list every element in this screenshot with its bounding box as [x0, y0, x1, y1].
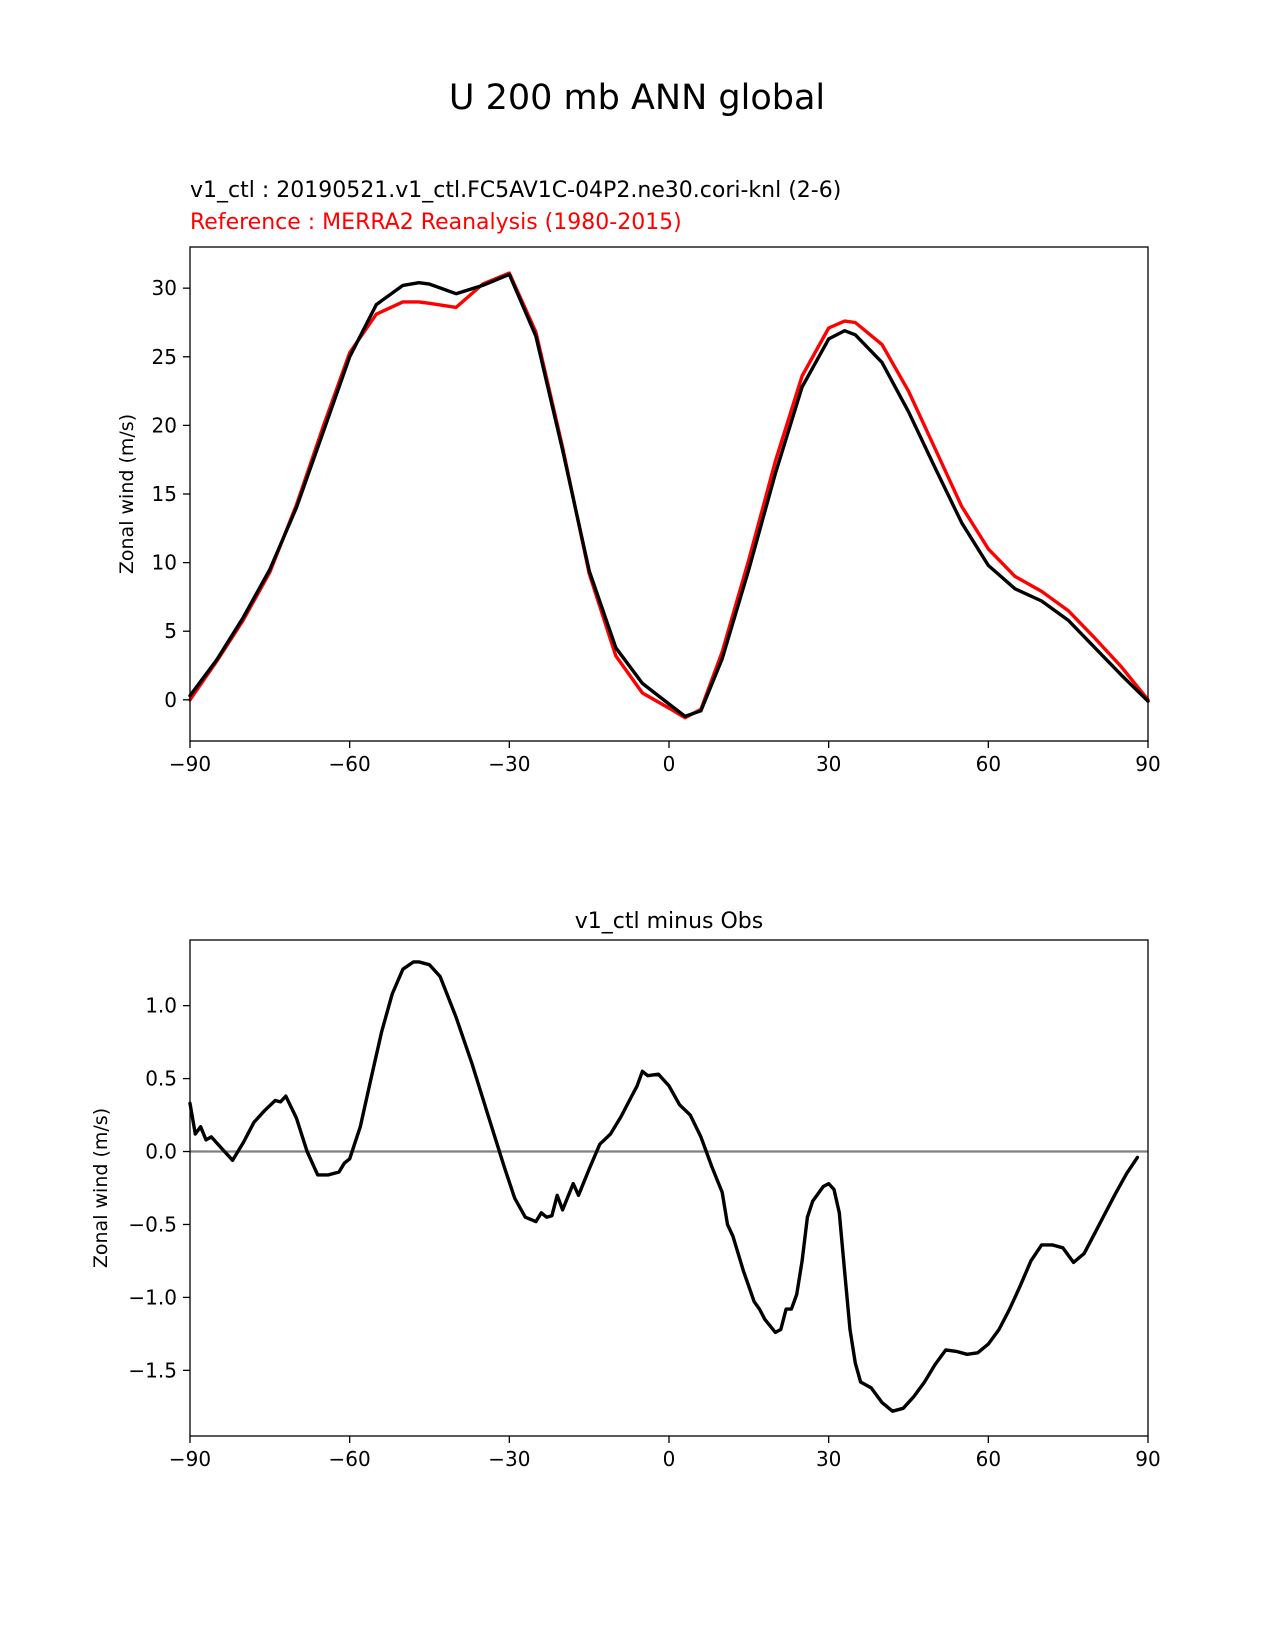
- top-title-reference: Reference : MERRA2 Reanalysis (1980-2015…: [190, 210, 682, 235]
- y-tick-label: 30: [152, 276, 177, 300]
- bottom-title: v1_ctl minus Obs: [575, 909, 763, 934]
- y-tick-label: 25: [152, 345, 177, 369]
- top-y-label: Zonal wind (m/s): [116, 414, 138, 574]
- bottom-x-axis: −90 −60 −30 0 30 60 90: [169, 1436, 1161, 1471]
- y-tick-label: 0.0: [145, 1140, 177, 1164]
- x-tick-label: 60: [976, 752, 1001, 776]
- y-tick-label: 1.0: [145, 994, 177, 1018]
- x-tick-label: 60: [976, 1447, 1001, 1471]
- figure-title: U 200 mb ANN global: [449, 78, 825, 118]
- x-tick-label: −60: [329, 1447, 371, 1471]
- x-tick-label: 0: [663, 1447, 676, 1471]
- bottom-y-axis: −1.5 −1.0 −0.5 0.0 0.5 1.0: [128, 994, 190, 1382]
- y-tick-label: −1.5: [128, 1358, 177, 1382]
- top-x-axis: −90 −60 −30 0 30 60 90: [169, 741, 1161, 776]
- y-tick-label: 15: [152, 482, 177, 506]
- y-tick-label: 5: [164, 619, 177, 643]
- top-title-model: v1_ctl : 20190521.v1_ctl.FC5AV1C-04P2.ne…: [190, 178, 841, 203]
- y-tick-label: 10: [152, 551, 177, 575]
- x-tick-label: −30: [488, 752, 530, 776]
- x-tick-label: −90: [169, 752, 211, 776]
- y-tick-label: 0: [164, 688, 177, 712]
- x-tick-label: −60: [329, 752, 371, 776]
- y-tick-label: 20: [152, 413, 177, 437]
- bottom-panel: v1_ctl minus Obs −90 −60 −30 0 30 60 90 −1.5−1…: [90, 909, 1161, 1471]
- x-tick-label: −30: [488, 1447, 530, 1471]
- x-tick-label: 0: [663, 752, 676, 776]
- top-plot-series: [188, 271, 1150, 720]
- top-panel: v1_ctl : 20190521.v1_ctl.FC5AV1C-04P2.ne…: [116, 178, 1161, 776]
- bottom-y-label: Zonal wind (m/s): [90, 1108, 112, 1268]
- series-line-v1-ctl: [188, 272, 1150, 718]
- x-tick-label: 30: [816, 752, 841, 776]
- x-tick-label: 90: [1135, 1447, 1160, 1471]
- x-tick-label: 30: [816, 1447, 841, 1471]
- x-tick-label: 90: [1135, 752, 1160, 776]
- y-tick-label: 0.5: [145, 1067, 177, 1091]
- y-tick-label: −1.0: [128, 1285, 177, 1309]
- y-tick-label: −0.5: [128, 1212, 177, 1236]
- x-tick-label: −90: [169, 1447, 211, 1471]
- top-y-axis: 0 5 10 15 20 25 30: [152, 276, 190, 712]
- bottom-plot-series: [188, 960, 1148, 1413]
- series-line-v1-ctl-minus-obs: [188, 960, 1140, 1413]
